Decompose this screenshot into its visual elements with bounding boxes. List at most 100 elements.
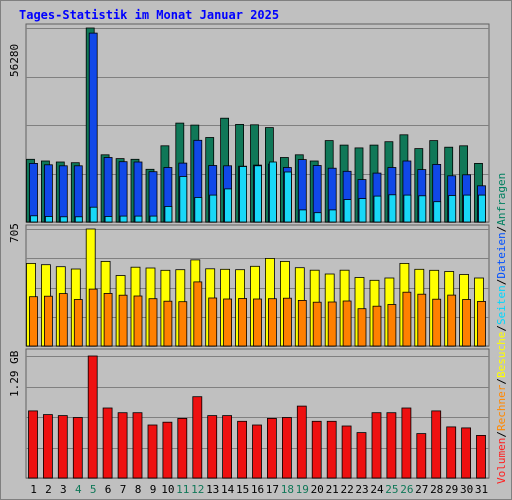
bar-seiten-day-19	[298, 209, 307, 223]
day-label-9: 9	[150, 483, 157, 496]
bar-rechner-day-5	[88, 288, 98, 347]
bar-volumen-day-10	[162, 421, 173, 479]
bar-volumen-day-17	[266, 417, 277, 479]
bar-volumen-day-22	[341, 425, 352, 479]
bar-rechner-day-27	[417, 293, 427, 347]
day-label-1: 1	[30, 483, 37, 496]
day-label-25: 25	[385, 483, 398, 496]
bar-volumen-day-27	[416, 433, 427, 479]
bar-rechner-day-14	[223, 298, 233, 347]
day-label-4: 4	[75, 483, 82, 496]
day-label-12: 12	[191, 483, 204, 496]
bar-rechner-day-4	[73, 299, 83, 347]
bar-rechner-day-18	[282, 297, 292, 347]
bar-dateien-day-1	[29, 162, 38, 223]
bar-dateien-day-5	[88, 32, 98, 223]
bar-seiten-day-25	[388, 194, 397, 223]
bar-volumen-day-16	[252, 424, 262, 479]
bar-volumen-day-6	[102, 407, 113, 479]
day-label-18: 18	[281, 483, 294, 496]
bar-volumen-day-11	[177, 417, 188, 479]
bar-volumen-day-1	[28, 410, 38, 479]
bar-dateien-day-6	[103, 157, 113, 223]
bar-seiten-day-30	[463, 194, 472, 223]
day-label-19: 19	[296, 483, 309, 496]
bar-seiten-day-24	[373, 195, 382, 223]
bar-seiten-day-28	[433, 201, 442, 223]
chart-title: Tages-Statistik im Monat Januar 2025	[19, 8, 280, 22]
bar-seiten-day-1	[30, 215, 38, 223]
bar-seiten-day-27	[418, 195, 427, 223]
bar-rechner-day-30	[462, 299, 472, 347]
day-label-31: 31	[475, 483, 488, 496]
day-label-16: 16	[251, 483, 264, 496]
bar-rechner-day-28	[432, 298, 442, 347]
bar-volumen-day-7	[117, 412, 128, 479]
bar-seiten-day-13	[209, 194, 218, 223]
bar-dateien-day-4	[73, 165, 83, 223]
bar-rechner-day-23	[357, 308, 367, 347]
day-label-10: 10	[161, 483, 174, 496]
bar-rechner-day-16	[253, 298, 262, 347]
bar-seiten-day-12	[194, 197, 203, 223]
bar-rechner-day-10	[163, 300, 173, 347]
day-label-15: 15	[236, 483, 249, 496]
bar-seiten-day-4	[74, 216, 83, 223]
bar-dateien-day-7	[118, 161, 128, 223]
bar-volumen-day-2	[43, 414, 53, 479]
bar-volumen-day-28	[431, 410, 442, 479]
day-label-27: 27	[415, 483, 428, 496]
bar-seiten-day-10	[164, 206, 173, 223]
bar-volumen-day-14	[222, 415, 233, 479]
bar-seiten-day-11	[179, 176, 188, 223]
bar-seiten-day-8	[134, 215, 143, 223]
bar-seiten-day-29	[448, 195, 457, 223]
bar-volumen-day-3	[57, 415, 68, 479]
bar-seiten-day-7	[119, 215, 128, 223]
bar-volumen-day-18	[281, 417, 292, 479]
day-label-3: 3	[60, 483, 67, 496]
day-label-13: 13	[206, 483, 219, 496]
bar-volumen-day-20	[311, 420, 322, 479]
bar-seiten-day-9	[149, 215, 158, 223]
bar-volumen-day-4	[72, 417, 83, 479]
bar-volumen-day-12	[192, 396, 203, 479]
bar-seiten-day-17	[268, 161, 277, 223]
bar-rechner-day-22	[342, 300, 352, 347]
bar-dateien-day-8	[133, 161, 143, 223]
bar-volumen-day-8	[132, 412, 143, 479]
bar-rechner-day-13	[208, 297, 218, 347]
day-label-22: 22	[340, 483, 353, 496]
bar-volumen-day-15	[237, 420, 248, 479]
bar-volumen-day-31	[476, 434, 486, 479]
bar-seiten-day-20	[313, 212, 322, 223]
bar-dateien-day-3	[58, 165, 68, 223]
day-label-24: 24	[370, 483, 384, 496]
bar-volumen-day-9	[147, 424, 158, 479]
day-label-2: 2	[45, 483, 52, 496]
bar-volumen-day-5	[87, 355, 98, 479]
bar-seiten-day-22	[343, 199, 352, 223]
bar-rechner-day-8	[133, 295, 143, 347]
bar-rechner-day-21	[327, 301, 337, 347]
bar-rechner-day-11	[178, 301, 188, 347]
bar-rechner-day-24	[372, 305, 382, 347]
bar-rechner-day-19	[297, 299, 307, 347]
bar-rechner-day-1	[29, 296, 38, 347]
bar-seiten-day-23	[358, 198, 367, 223]
bar-volumen-day-23	[356, 432, 367, 479]
day-label-11: 11	[176, 483, 189, 496]
bar-volumen-day-19	[296, 405, 307, 479]
bar-seiten-day-3	[59, 216, 68, 223]
bar-rechner-day-15	[238, 298, 248, 347]
bar-rechner-day-31	[477, 300, 486, 347]
bar-rechner-day-25	[387, 304, 397, 347]
bar-rechner-day-9	[148, 298, 158, 347]
bar-volumen-day-26	[401, 407, 412, 479]
bar-volumen-day-21	[326, 420, 337, 479]
bar-volumen-day-13	[207, 415, 218, 479]
bar-rechner-day-2	[44, 295, 53, 347]
day-label-28: 28	[430, 483, 443, 496]
day-label-20: 20	[311, 483, 324, 496]
day-label-14: 14	[221, 483, 235, 496]
